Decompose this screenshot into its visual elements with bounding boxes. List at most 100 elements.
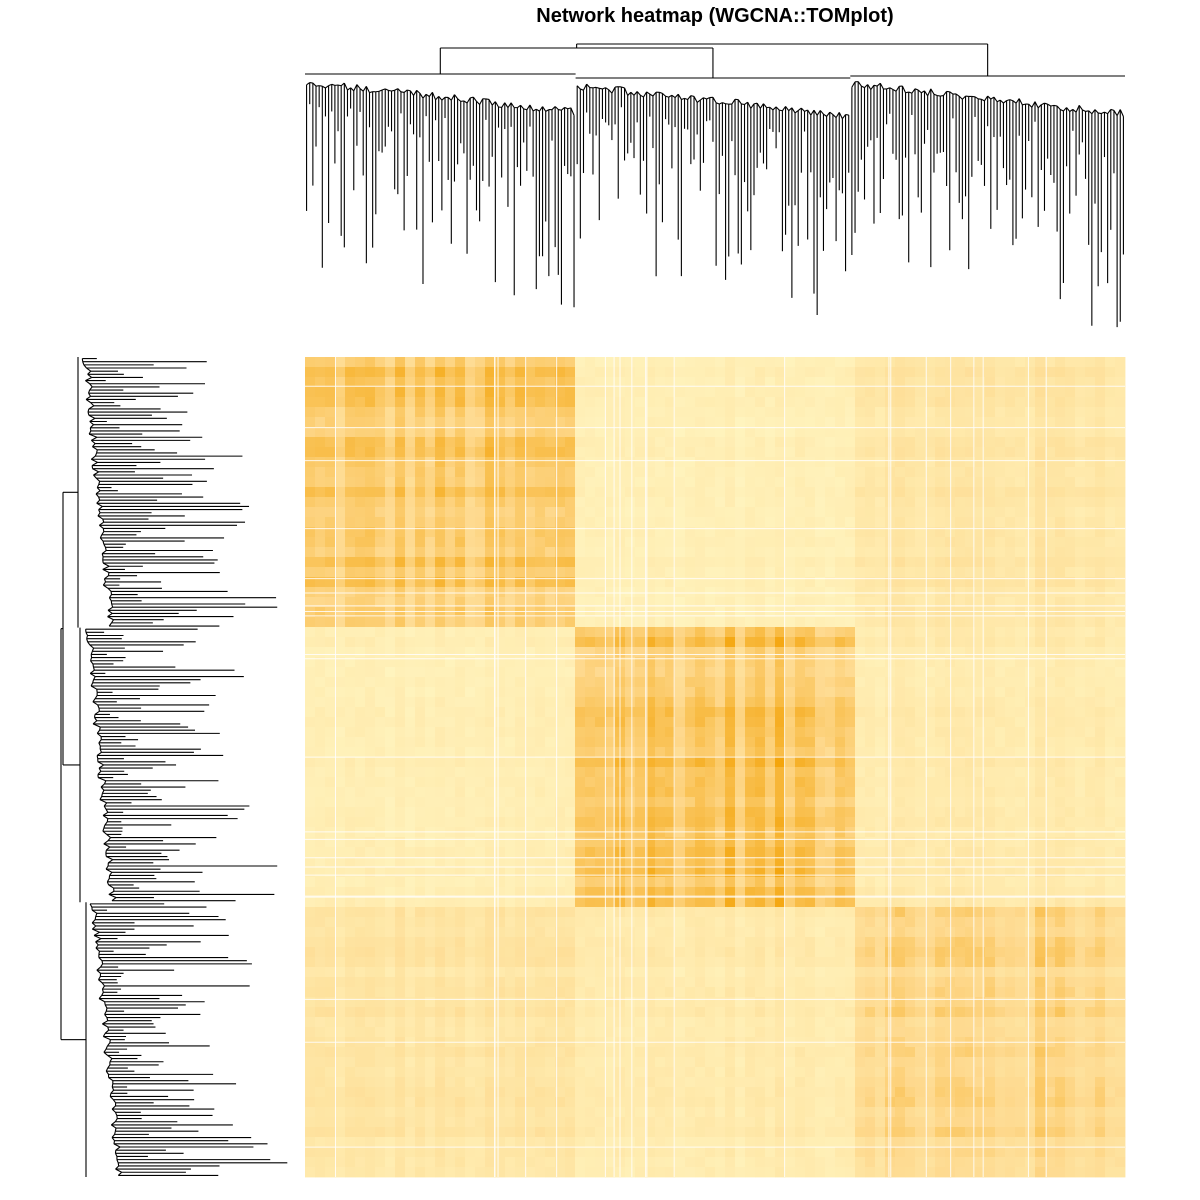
heatmap-cell <box>375 627 386 638</box>
heatmap-cell <box>605 687 616 698</box>
heatmap-cell <box>555 557 566 568</box>
heatmap-cell <box>645 817 656 828</box>
heatmap-cell <box>305 547 316 558</box>
heatmap-cell <box>465 617 476 628</box>
heatmap-cell <box>455 787 466 798</box>
heatmap-cell <box>695 437 706 448</box>
heatmap-cell <box>385 547 396 558</box>
dendrogram-branch <box>115 1165 120 1170</box>
heatmap-cell <box>1085 487 1096 498</box>
heatmap-cell <box>745 527 756 538</box>
heatmap-cell <box>445 487 456 498</box>
heatmap-cell <box>975 577 986 588</box>
heatmap-cell <box>695 557 706 568</box>
heatmap-cell <box>355 437 366 448</box>
heatmap-cell <box>1115 507 1126 518</box>
heatmap-cell <box>815 527 826 538</box>
dendrogram-branch <box>703 97 707 100</box>
heatmap-cell <box>705 627 716 638</box>
heatmap-cell <box>385 637 396 648</box>
heatmap-cell <box>1055 537 1066 548</box>
heatmap-cell <box>1075 697 1086 708</box>
heatmap-cell <box>505 777 516 788</box>
heatmap-cell <box>795 447 806 458</box>
heatmap-cell <box>425 387 436 398</box>
heatmap-cell <box>1085 477 1096 488</box>
heatmap-cell <box>1095 467 1106 478</box>
heatmap-cell <box>765 687 776 698</box>
heatmap-cell <box>975 757 986 768</box>
heatmap-cell <box>965 537 976 548</box>
heatmap-cell <box>585 367 596 378</box>
heatmap-cell <box>775 737 786 748</box>
heatmap-cell <box>775 537 786 548</box>
heatmap-cell <box>525 617 536 628</box>
heatmap-cell <box>325 597 336 608</box>
heatmap-cell <box>1085 727 1096 738</box>
heatmap-cell <box>865 477 876 488</box>
heatmap-cell <box>665 507 676 518</box>
heatmap-cell <box>855 647 866 658</box>
heatmap-cell <box>1115 447 1126 458</box>
heatmap-cell <box>345 727 356 738</box>
heatmap-cell <box>545 417 556 428</box>
heatmap-cell <box>635 457 646 468</box>
heatmap-cell <box>1005 787 1016 798</box>
heatmap-cell <box>665 787 676 798</box>
heatmap-cell <box>765 437 776 448</box>
heatmap-cell <box>775 697 786 708</box>
heatmap-cell <box>915 807 926 818</box>
heatmap-cell <box>535 667 546 678</box>
dendrogram-branch <box>102 562 110 567</box>
heatmap-cell <box>815 697 826 708</box>
heatmap-cell <box>645 767 656 778</box>
heatmap-cell <box>805 817 816 828</box>
heatmap-cell <box>1085 437 1096 448</box>
heatmap-cell <box>1025 597 1036 608</box>
heatmap-cell <box>745 797 756 808</box>
heatmap-cell <box>845 417 856 428</box>
heatmap-cell <box>575 437 586 448</box>
heatmap-cell <box>435 517 446 528</box>
heatmap-cell <box>565 377 576 388</box>
heatmap-cell <box>1115 817 1126 828</box>
heatmap-cell <box>915 517 926 528</box>
heatmap-cell <box>905 717 916 728</box>
heatmap-cell <box>1105 607 1116 618</box>
heatmap-cell <box>1015 807 1026 818</box>
heatmap-cell <box>695 637 706 648</box>
heatmap-cell <box>445 457 456 468</box>
heatmap-cell <box>735 527 746 538</box>
heatmap-cell <box>595 717 606 728</box>
dendrogram-branch <box>756 102 761 109</box>
heatmap-cell <box>325 387 336 398</box>
heatmap-cell <box>345 667 356 678</box>
heatmap-cell <box>575 417 586 428</box>
heatmap-cell <box>1055 707 1066 718</box>
heatmap-cell <box>985 697 996 708</box>
heatmap-cell <box>835 387 846 398</box>
heatmap-cell <box>505 557 516 568</box>
heatmap-cell <box>345 627 356 638</box>
heatmap-cell <box>855 767 866 778</box>
heatmap-cell <box>895 787 906 798</box>
heatmap-cell <box>305 527 316 538</box>
heatmap-cell <box>885 787 896 798</box>
heatmap-cell <box>895 377 906 388</box>
heatmap-cell <box>1105 717 1116 728</box>
heatmap-cell <box>1015 557 1026 568</box>
heatmap-cell <box>905 697 916 708</box>
dendrogram-branch <box>107 1026 110 1031</box>
heatmap-cell <box>835 457 846 468</box>
heatmap-cell <box>315 727 326 738</box>
heatmap-cell <box>575 457 586 468</box>
heatmap-cell <box>505 477 516 488</box>
dendrogram-branch <box>747 101 752 109</box>
heatmap-cell <box>495 777 506 788</box>
heatmap-cell <box>925 527 936 538</box>
heatmap-cell <box>735 677 746 688</box>
heatmap-cell <box>805 567 816 578</box>
heatmap-cell <box>455 767 466 778</box>
heatmap-cell <box>535 557 546 568</box>
heatmap-cell <box>675 757 686 768</box>
